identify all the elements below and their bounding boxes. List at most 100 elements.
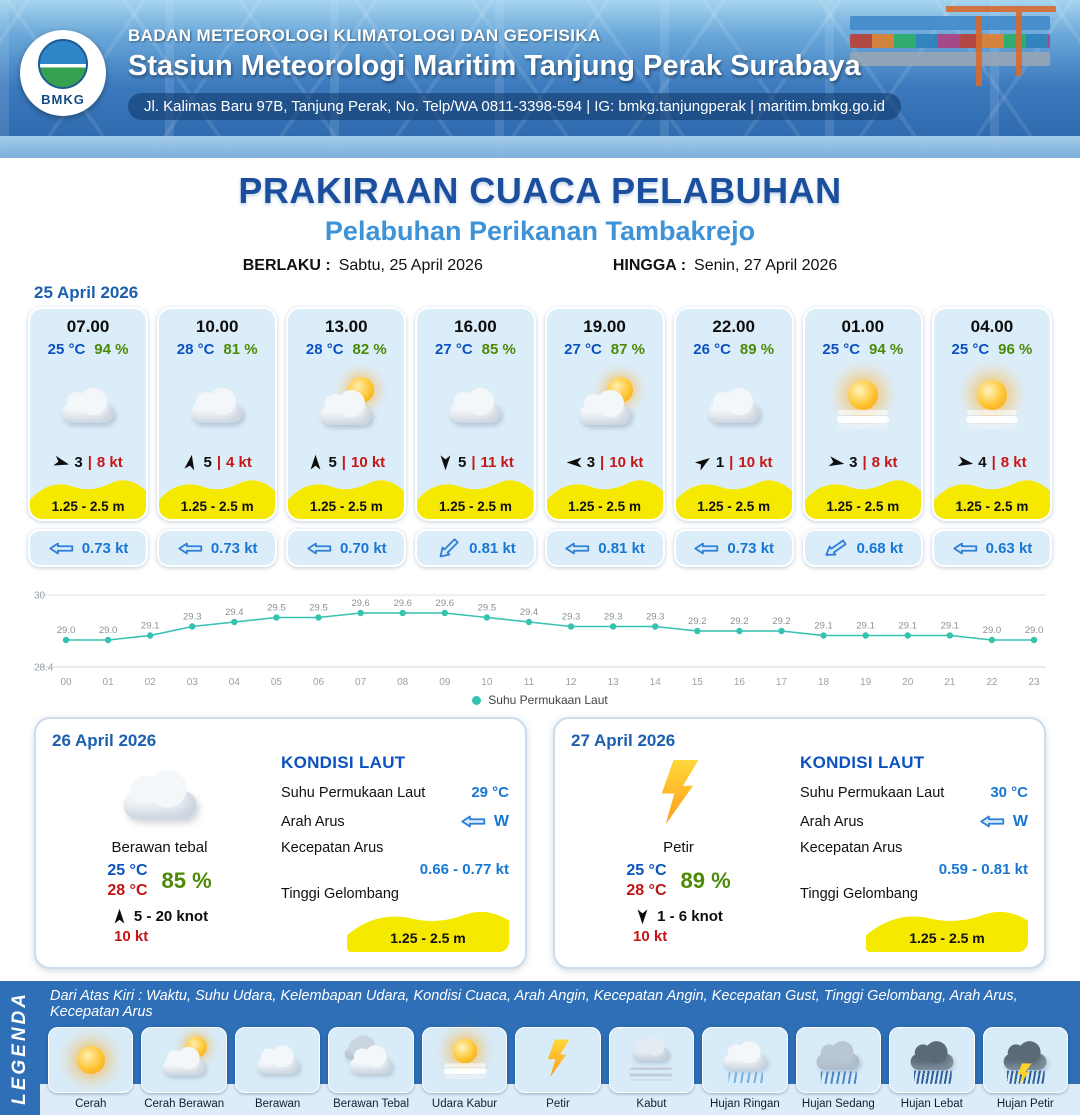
weather-condition-icon bbox=[52, 377, 124, 435]
day-wind-range: 1 - 6 knot bbox=[657, 908, 723, 925]
humidity: 87 % bbox=[610, 341, 645, 358]
valid-to-value: Senin, 27 April 2026 bbox=[694, 257, 838, 274]
legend-label: Berawan bbox=[254, 1098, 301, 1110]
wave-height-band: 1.25 - 2.5 m bbox=[417, 473, 534, 519]
current-direction-value: W bbox=[493, 812, 509, 830]
svg-text:05: 05 bbox=[271, 677, 283, 688]
day-wind-direction-icon bbox=[634, 908, 651, 925]
forecast-column: 16.00 27 °C 85 % 5 | 11 kt 1.25 - 2.5 m … bbox=[415, 307, 536, 567]
svg-text:12: 12 bbox=[565, 677, 577, 688]
forecast-card: 19.00 27 °C 87 % 3 | 10 kt 1.25 - 2.5 m bbox=[544, 307, 665, 521]
svg-text:10: 10 bbox=[481, 677, 493, 688]
current-card: 0.68 kt bbox=[802, 529, 923, 567]
forecast-time: 07.00 bbox=[66, 317, 110, 336]
humidity: 82 % bbox=[352, 341, 387, 358]
wave-height: 1.25 - 2.5 m bbox=[568, 499, 641, 514]
chart-legend-label: Suhu Permukaan Laut bbox=[488, 693, 608, 707]
weather-condition-icon bbox=[827, 377, 899, 435]
wave-height: 1.25 - 2.5 m bbox=[180, 499, 254, 514]
current-speed: 0.70 kt bbox=[339, 539, 387, 557]
current-direction-label: Arah Arus bbox=[281, 813, 345, 830]
air-temperature: 27 °C bbox=[564, 341, 602, 358]
legend-tiles-row: Cerah Cerah Berawan Berawan Berawan Teba… bbox=[48, 1027, 1068, 1110]
sst-label: Suhu Permukaan Laut bbox=[281, 784, 426, 801]
current-card: 0.73 kt bbox=[28, 529, 149, 567]
weather-condition-icon bbox=[181, 377, 253, 435]
legend-label: Hujan Lebat bbox=[900, 1098, 963, 1110]
forecast-card: 22.00 26 °C 89 % 1 | 10 kt 1.25 - 2.5 m bbox=[673, 307, 794, 521]
weather-condition-icon bbox=[569, 377, 641, 435]
legend-weather-icon bbox=[622, 1036, 681, 1084]
wind-gust-divider: | bbox=[341, 454, 346, 471]
current-speed-label: Kecepatan Arus bbox=[281, 840, 384, 856]
day-weather-icon bbox=[109, 754, 210, 835]
harbor-containers-illustration bbox=[850, 34, 1050, 48]
gust-speed: 10 kt bbox=[609, 454, 644, 471]
wave-height-box: 1.25 - 2.5 m bbox=[866, 904, 1028, 952]
forecast-time: 13.00 bbox=[325, 317, 368, 336]
wind-speed: 3 bbox=[849, 454, 858, 471]
day-temp-max: 28 °C bbox=[107, 882, 148, 899]
forecast-time: 19.00 bbox=[583, 317, 626, 336]
current-direction-value: W bbox=[1012, 812, 1028, 830]
legend-item: Udara Kabur bbox=[421, 1027, 508, 1110]
sst-value: 29 °C bbox=[471, 784, 509, 801]
legend-tile bbox=[141, 1027, 227, 1093]
wind-gust-divider: | bbox=[729, 454, 734, 471]
current-speed: 0.81 kt bbox=[598, 539, 645, 557]
bmkg-logo-globe-icon bbox=[38, 39, 88, 89]
svg-text:29.6: 29.6 bbox=[351, 598, 370, 609]
wind-direction-icon bbox=[307, 454, 324, 471]
current-card: 0.63 kt bbox=[931, 529, 1052, 567]
svg-text:29.0: 29.0 bbox=[57, 625, 76, 636]
current-speed: 0.73 kt bbox=[81, 539, 129, 557]
wind-speed: 5 bbox=[328, 454, 337, 471]
day-wind-direction-icon bbox=[111, 908, 128, 925]
valid-to-label: HINGGA : bbox=[612, 257, 687, 274]
legend-section: LEGENDA Dari Atas Kiri : Waktu, Suhu Uda… bbox=[0, 981, 1080, 1115]
wind-direction-icon bbox=[956, 453, 976, 473]
forecast-time: 22.00 bbox=[712, 317, 755, 336]
bmkg-logo: BMKG bbox=[20, 30, 106, 116]
sea-current-direction-icon bbox=[460, 812, 487, 831]
legend-label: Petir bbox=[546, 1098, 570, 1110]
humidity: 85 % bbox=[481, 341, 516, 358]
air-temperature: 25 °C bbox=[822, 341, 861, 358]
legend-item: Cerah bbox=[48, 1027, 134, 1110]
legend-weather-icon bbox=[61, 1036, 120, 1084]
sst-label: Suhu Permukaan Laut bbox=[800, 784, 945, 801]
gust-speed: 8 kt bbox=[1000, 454, 1027, 471]
current-direction-icon bbox=[819, 532, 852, 563]
svg-text:28.4: 28.4 bbox=[34, 663, 54, 674]
forecast-time: 04.00 bbox=[970, 317, 1014, 336]
forecast-time: 10.00 bbox=[195, 317, 239, 336]
legend-weather-icon bbox=[248, 1036, 307, 1084]
legend-tile bbox=[234, 1027, 321, 1093]
svg-text:29.1: 29.1 bbox=[898, 621, 917, 632]
wind-gust-divider: | bbox=[471, 454, 476, 471]
valid-to: HINGGA : Senin, 27 April 2026 bbox=[613, 257, 837, 275]
current-speed: 0.68 kt bbox=[856, 539, 904, 557]
legend-item: Hujan Petir bbox=[982, 1027, 1068, 1110]
day-temp-max: 28 °C bbox=[626, 882, 667, 899]
wave-height-band: 1.25 - 2.5 m bbox=[675, 473, 792, 519]
svg-text:04: 04 bbox=[229, 677, 241, 688]
wave-height-label: Tinggi Gelombang bbox=[800, 886, 918, 902]
svg-text:29.6: 29.6 bbox=[393, 598, 412, 609]
weather-condition-icon bbox=[956, 377, 1028, 435]
legend-label: Hujan Ringan bbox=[710, 1098, 780, 1110]
valid-from: BERLAKU : Sabtu, 25 April 2026 bbox=[243, 257, 483, 275]
gust-speed: 8 kt bbox=[96, 454, 123, 471]
current-direction-icon bbox=[952, 539, 979, 558]
forecast-card: 10.00 28 °C 81 % 5 | 4 kt 1.25 - 2.5 m bbox=[157, 307, 278, 521]
wave-height: 1.25 - 2.5 m bbox=[309, 499, 383, 514]
svg-text:29.0: 29.0 bbox=[1025, 625, 1044, 636]
legend-label: Cerah bbox=[75, 1098, 107, 1110]
svg-text:08: 08 bbox=[397, 677, 409, 688]
legend-item: Berawan bbox=[234, 1027, 321, 1110]
svg-text:29.1: 29.1 bbox=[856, 621, 875, 632]
svg-text:29.2: 29.2 bbox=[772, 616, 791, 627]
wind-speed: 3 bbox=[586, 454, 596, 471]
legend-label: Hujan Petir bbox=[996, 1098, 1054, 1110]
header-bottom-band bbox=[0, 136, 1080, 158]
